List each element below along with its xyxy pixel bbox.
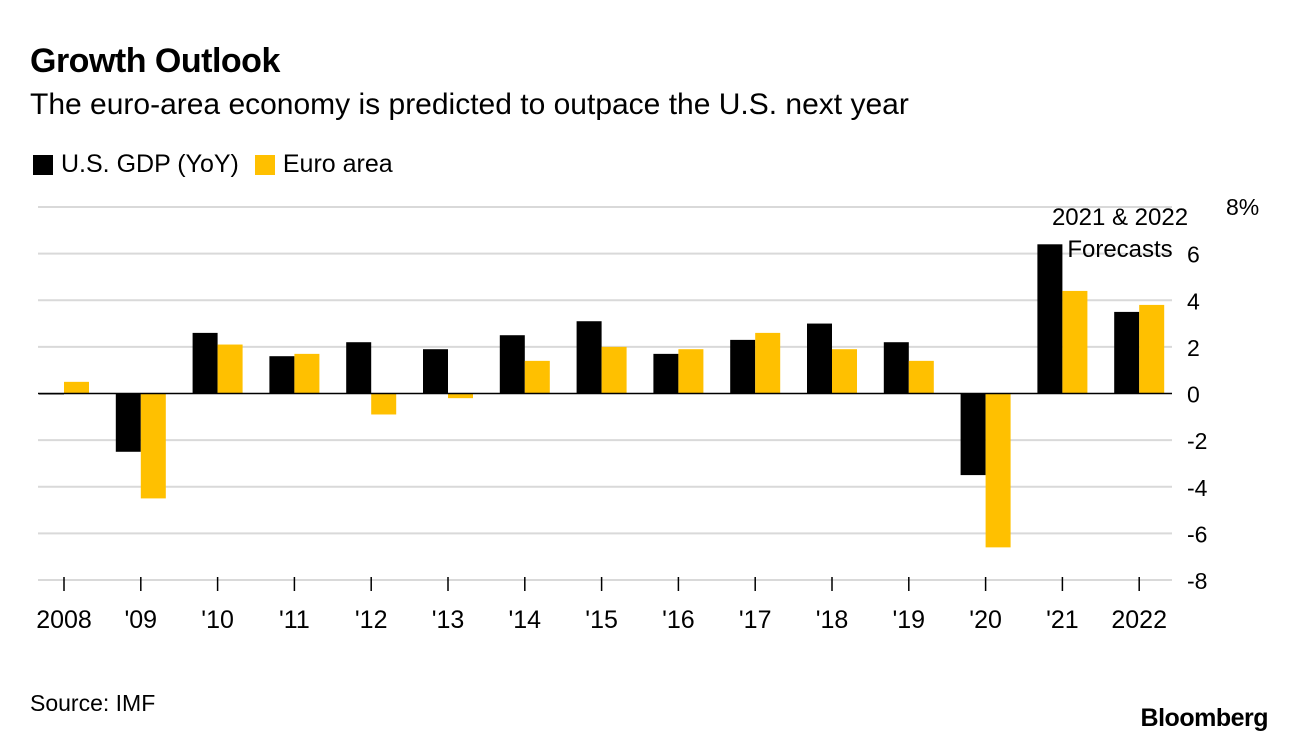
y-tick-label: 0 xyxy=(1187,382,1200,408)
bar-euro xyxy=(371,393,397,415)
bar-euro xyxy=(217,344,243,394)
bar-us xyxy=(115,393,141,452)
x-tick-label: '19 xyxy=(893,606,926,634)
y-tick-label: 2 xyxy=(1187,335,1200,361)
bar-us xyxy=(960,393,986,476)
legend-swatch-us xyxy=(33,154,53,175)
y-tick-label: -4 xyxy=(1187,475,1208,501)
bloomberg-logo: Bloomberg xyxy=(1140,704,1269,732)
forecast-annotation-line1: 2021 & 2022 xyxy=(1052,204,1188,231)
x-tick-label: '12 xyxy=(355,606,388,634)
bar-us xyxy=(346,342,372,394)
bar-us xyxy=(1037,244,1063,394)
bar-euro xyxy=(1139,304,1165,394)
bar-us xyxy=(653,353,679,394)
bar-euro xyxy=(524,360,550,394)
bar-us xyxy=(730,339,756,394)
x-tick-label: '20 xyxy=(969,606,1002,634)
bar-euro xyxy=(985,393,1011,548)
bar-euro xyxy=(832,349,857,394)
x-tick-label: '14 xyxy=(509,606,542,634)
x-tick-label: '17 xyxy=(739,606,772,634)
y-tick-label: -6 xyxy=(1187,521,1207,547)
legend-swatch-euro xyxy=(254,154,275,175)
y-tick-label: 4 xyxy=(1187,288,1200,314)
bar-euro xyxy=(448,393,473,399)
bar-euro xyxy=(601,346,627,394)
x-tick-label: '21 xyxy=(1046,606,1079,634)
bar-us xyxy=(807,323,832,394)
bar-us xyxy=(1114,311,1140,394)
forecast-annotation-line2: Forecasts xyxy=(1067,236,1172,263)
bar-euro xyxy=(294,353,320,394)
source-note: Source: IMF xyxy=(30,690,156,716)
x-tick-label: '15 xyxy=(585,606,618,634)
bar-us xyxy=(883,342,909,394)
x-tick-label: '18 xyxy=(816,606,849,634)
chart-title: Growth Outlook xyxy=(30,42,280,80)
x-tick-label: '13 xyxy=(432,606,465,634)
y-tick-label: -2 xyxy=(1187,428,1207,454)
bar-euro xyxy=(1062,290,1088,394)
x-tick-label: 2022 xyxy=(1111,606,1167,634)
bar-us xyxy=(423,349,448,394)
y-tick-label: 6 xyxy=(1187,242,1200,268)
y-tick-label: -8 xyxy=(1187,568,1207,594)
bar-us xyxy=(576,321,602,394)
bar-euro xyxy=(755,332,781,394)
bar-euro xyxy=(64,381,89,394)
bar-us xyxy=(499,335,525,394)
x-tick-label: 2008 xyxy=(36,606,92,634)
legend: U.S. GDP (YoY) Euro area xyxy=(33,150,409,179)
x-tick-label: '11 xyxy=(279,606,310,634)
chart-subtitle: The euro-area economy is predicted to ou… xyxy=(30,88,909,121)
x-tick-label: '16 xyxy=(662,606,695,634)
bar-euro xyxy=(908,360,934,394)
legend-label-euro: Euro area xyxy=(282,150,393,178)
x-tick-label: '09 xyxy=(125,606,158,634)
bar-us xyxy=(192,332,218,394)
legend-item-euro: Euro area xyxy=(254,150,393,179)
y-tick-label: 8% xyxy=(1226,194,1259,220)
x-tick-label: '10 xyxy=(201,606,234,634)
legend-label-us: U.S. GDP (YoY) xyxy=(61,150,239,178)
bar-euro xyxy=(678,349,704,394)
bar-us xyxy=(269,356,295,394)
legend-item-us: U.S. GDP (YoY) xyxy=(33,150,239,179)
bar-euro xyxy=(140,393,166,499)
